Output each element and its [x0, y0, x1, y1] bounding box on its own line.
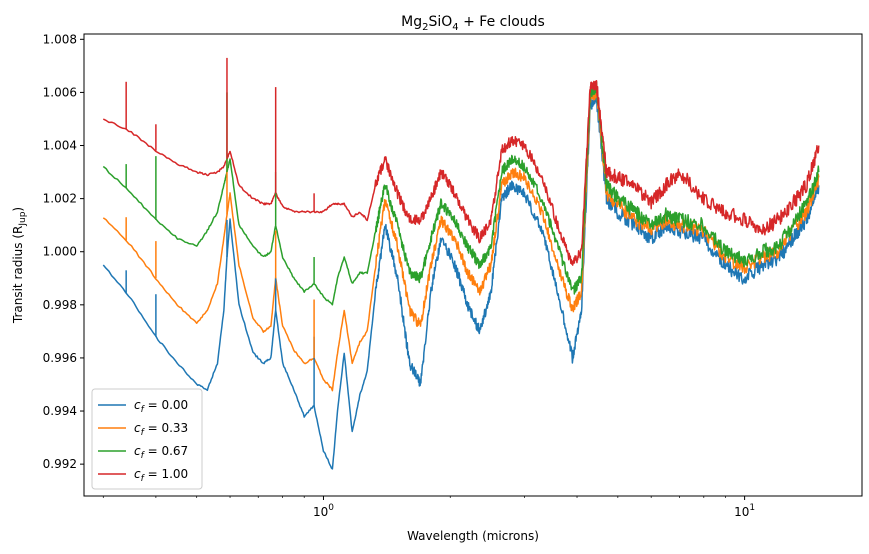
- y-tick-label: 1.002: [43, 192, 77, 206]
- y-axis: 0.992 0.994 0.996 0.998 1.000 1.002 1.004 1.006…: [43, 32, 84, 471]
- legend-items: cf = 0.00 cf = 0.33 cf = 0.67 cf = 1.00: [98, 398, 188, 484]
- legend: cf = 0.00 cf = 0.33 cf = 0.67 cf = 1.00: [91, 388, 203, 490]
- y-tick-label: 0.992: [43, 457, 77, 471]
- y-tick-label: 0.998: [43, 298, 77, 312]
- series-line-1: [102, 87, 820, 392]
- legend-label: cf = 0.33: [134, 421, 188, 438]
- y-tick-label: 1.004: [43, 139, 77, 153]
- plot-background: [84, 34, 862, 496]
- y-tick-label: 1.000: [43, 245, 77, 259]
- y-tick-label: 1.008: [43, 32, 77, 46]
- plot-frame: [83, 33, 863, 497]
- legend-box: [91, 388, 203, 490]
- x-tick-label: 100: [313, 503, 334, 519]
- series-layer: [102, 57, 820, 470]
- legend-label: cf = 0.00: [134, 398, 188, 415]
- y-tick-label: 0.996: [43, 351, 77, 365]
- y-tick-label: 1.006: [43, 85, 77, 99]
- y-axis-label: Transit radius (RJup): [11, 207, 28, 324]
- series-line-3: [102, 80, 820, 266]
- series-line-0: [102, 93, 820, 470]
- legend-label: cf = 1.00: [134, 467, 188, 484]
- series-line-2: [102, 80, 820, 306]
- x-tick-label: 101: [734, 503, 755, 519]
- chart-title: Mg2SiO4 + Fe clouds: [401, 14, 545, 33]
- y-tick-label: 0.994: [43, 404, 77, 418]
- x-axis-label: Wavelength (microns): [407, 529, 539, 543]
- legend-label: cf = 0.67: [134, 444, 188, 461]
- x-axis: 100 101: [102, 496, 755, 519]
